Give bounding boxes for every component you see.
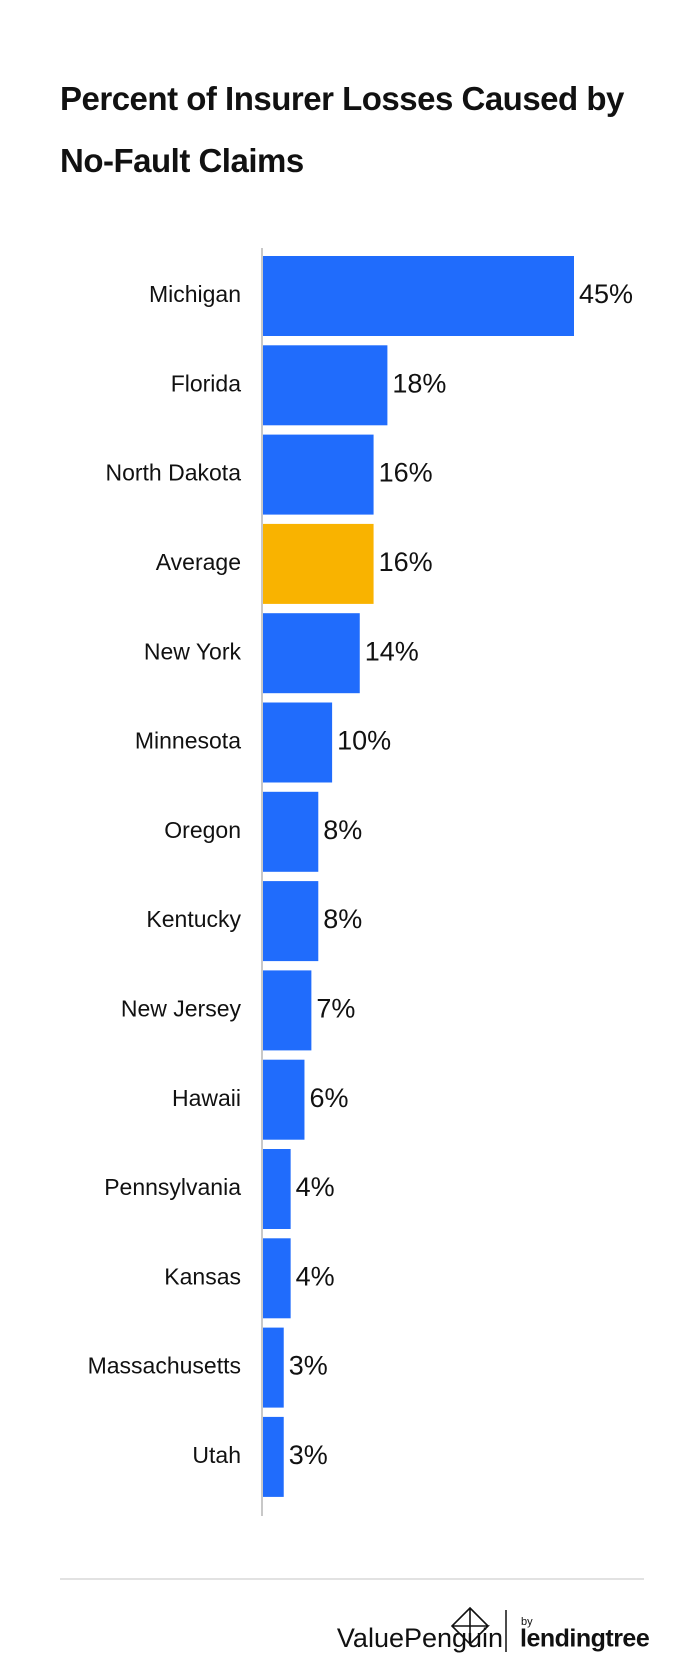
value-label: 4%: [296, 1172, 335, 1202]
value-label: 8%: [323, 815, 362, 845]
category-label: Kentucky: [146, 906, 241, 932]
value-label: 45%: [579, 279, 633, 309]
chart-title: Percent of Insurer Losses Caused by No-F…: [60, 80, 624, 179]
category-label: Hawaii: [172, 1085, 241, 1111]
partner: lendingtree: [520, 1625, 650, 1653]
by-text: by: [521, 1616, 533, 1628]
value-label: 3%: [289, 1440, 328, 1470]
bar: [263, 1149, 291, 1229]
category-label: Kansas: [164, 1263, 241, 1289]
brand-logo: [450, 1606, 490, 1646]
bar: [263, 791, 319, 872]
bar: [263, 523, 374, 604]
value-label: 18%: [392, 368, 446, 398]
bar: [263, 1327, 284, 1408]
category-label: Average: [156, 549, 241, 575]
bar: [263, 1416, 284, 1497]
bar: [263, 970, 312, 1051]
value-label: 4%: [296, 1261, 335, 1291]
value-label: 10%: [337, 726, 391, 756]
bar: [263, 434, 374, 515]
value-label: 16%: [379, 547, 433, 577]
category-label: Minnesota: [135, 728, 241, 754]
bar: [263, 702, 333, 783]
category-label: Oregon: [164, 817, 241, 843]
value-label: 14%: [365, 636, 419, 666]
category-label: Michigan: [149, 281, 241, 307]
bar: [263, 1238, 291, 1319]
category-label: Florida: [171, 370, 242, 396]
brand: ValuePenguin: [337, 1623, 503, 1653]
category-label: New Jersey: [121, 995, 242, 1021]
category-label: New York: [144, 638, 242, 664]
value-label: 7%: [316, 994, 355, 1024]
category-label: North Dakota: [105, 460, 241, 486]
value-label: 6%: [309, 1083, 348, 1113]
category-label: Utah: [192, 1442, 241, 1468]
category-label: Pennsylvania: [104, 1174, 241, 1200]
bar: [263, 1059, 305, 1140]
bar: [263, 613, 360, 694]
value-label: 16%: [379, 458, 433, 488]
bar: [263, 256, 574, 336]
bar: [263, 345, 388, 426]
value-label: 3%: [289, 1351, 328, 1381]
category-label: Massachusetts: [88, 1353, 241, 1379]
value-label: 8%: [323, 904, 362, 934]
bar: [263, 881, 319, 962]
